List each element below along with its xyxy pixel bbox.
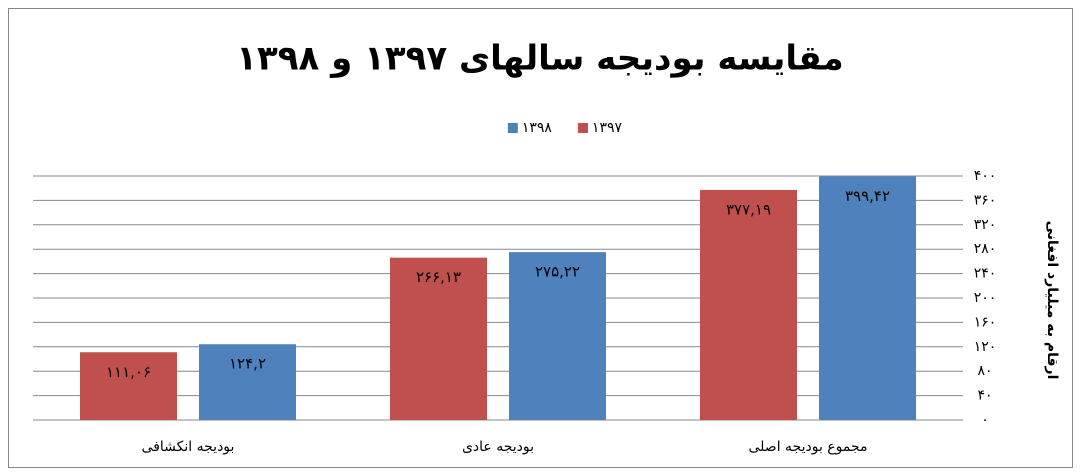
y-tick-label: ۱۲۰: [974, 339, 997, 355]
y-tick-label: ۱۶۰: [974, 314, 997, 330]
bar: [509, 252, 606, 420]
legend-swatch: [507, 123, 518, 133]
bar: [80, 352, 177, 420]
chart-title: مقایسه بودیجه سالهای ۱۳۹۷ و ۱۳۹۸: [236, 39, 843, 79]
bar: [819, 176, 916, 420]
y-tick-label: ۴۰۰: [974, 168, 997, 184]
y-tick-label: ۲۰۰: [974, 290, 997, 306]
value-label: ۱۲۴,۲: [229, 355, 266, 373]
bar: [390, 257, 487, 420]
x-tick-label: بودیجه عادی: [462, 439, 534, 455]
x-tick-label: مجموع بودیجه اصلی: [749, 439, 868, 455]
value-label: ۳۹۹,۴۲: [845, 187, 890, 205]
value-label: ۲۶۶,۱۳: [416, 268, 461, 286]
value-label: ۱۱۱,۰۶: [106, 363, 151, 381]
value-label: ۲۷۵,۲۲: [535, 263, 580, 281]
y-tick-label: ۰: [981, 412, 989, 428]
y-tick-label: ۳۲۰: [974, 217, 997, 233]
y-tick-label: ۲۸۰: [974, 241, 997, 257]
bar: [199, 344, 296, 420]
bar: [700, 189, 797, 420]
y-tick-label: ۴۰: [977, 388, 992, 404]
legend-label: ۱۳۹۷: [592, 120, 623, 136]
legend-swatch: [577, 123, 588, 133]
legend-label: ۱۳۹۸: [522, 120, 553, 136]
y-tick-label: ۸۰: [977, 363, 992, 379]
y-tick-label: ۳۶۰: [974, 192, 997, 208]
y-axis-label: ارقام به میلیارد افغانی: [1044, 221, 1060, 380]
value-label: ۳۷۷,۱۹: [726, 200, 771, 218]
y-tick-label: ۲۴۰: [974, 266, 997, 282]
x-tick-label: بودیجه انکشافی: [142, 439, 235, 455]
